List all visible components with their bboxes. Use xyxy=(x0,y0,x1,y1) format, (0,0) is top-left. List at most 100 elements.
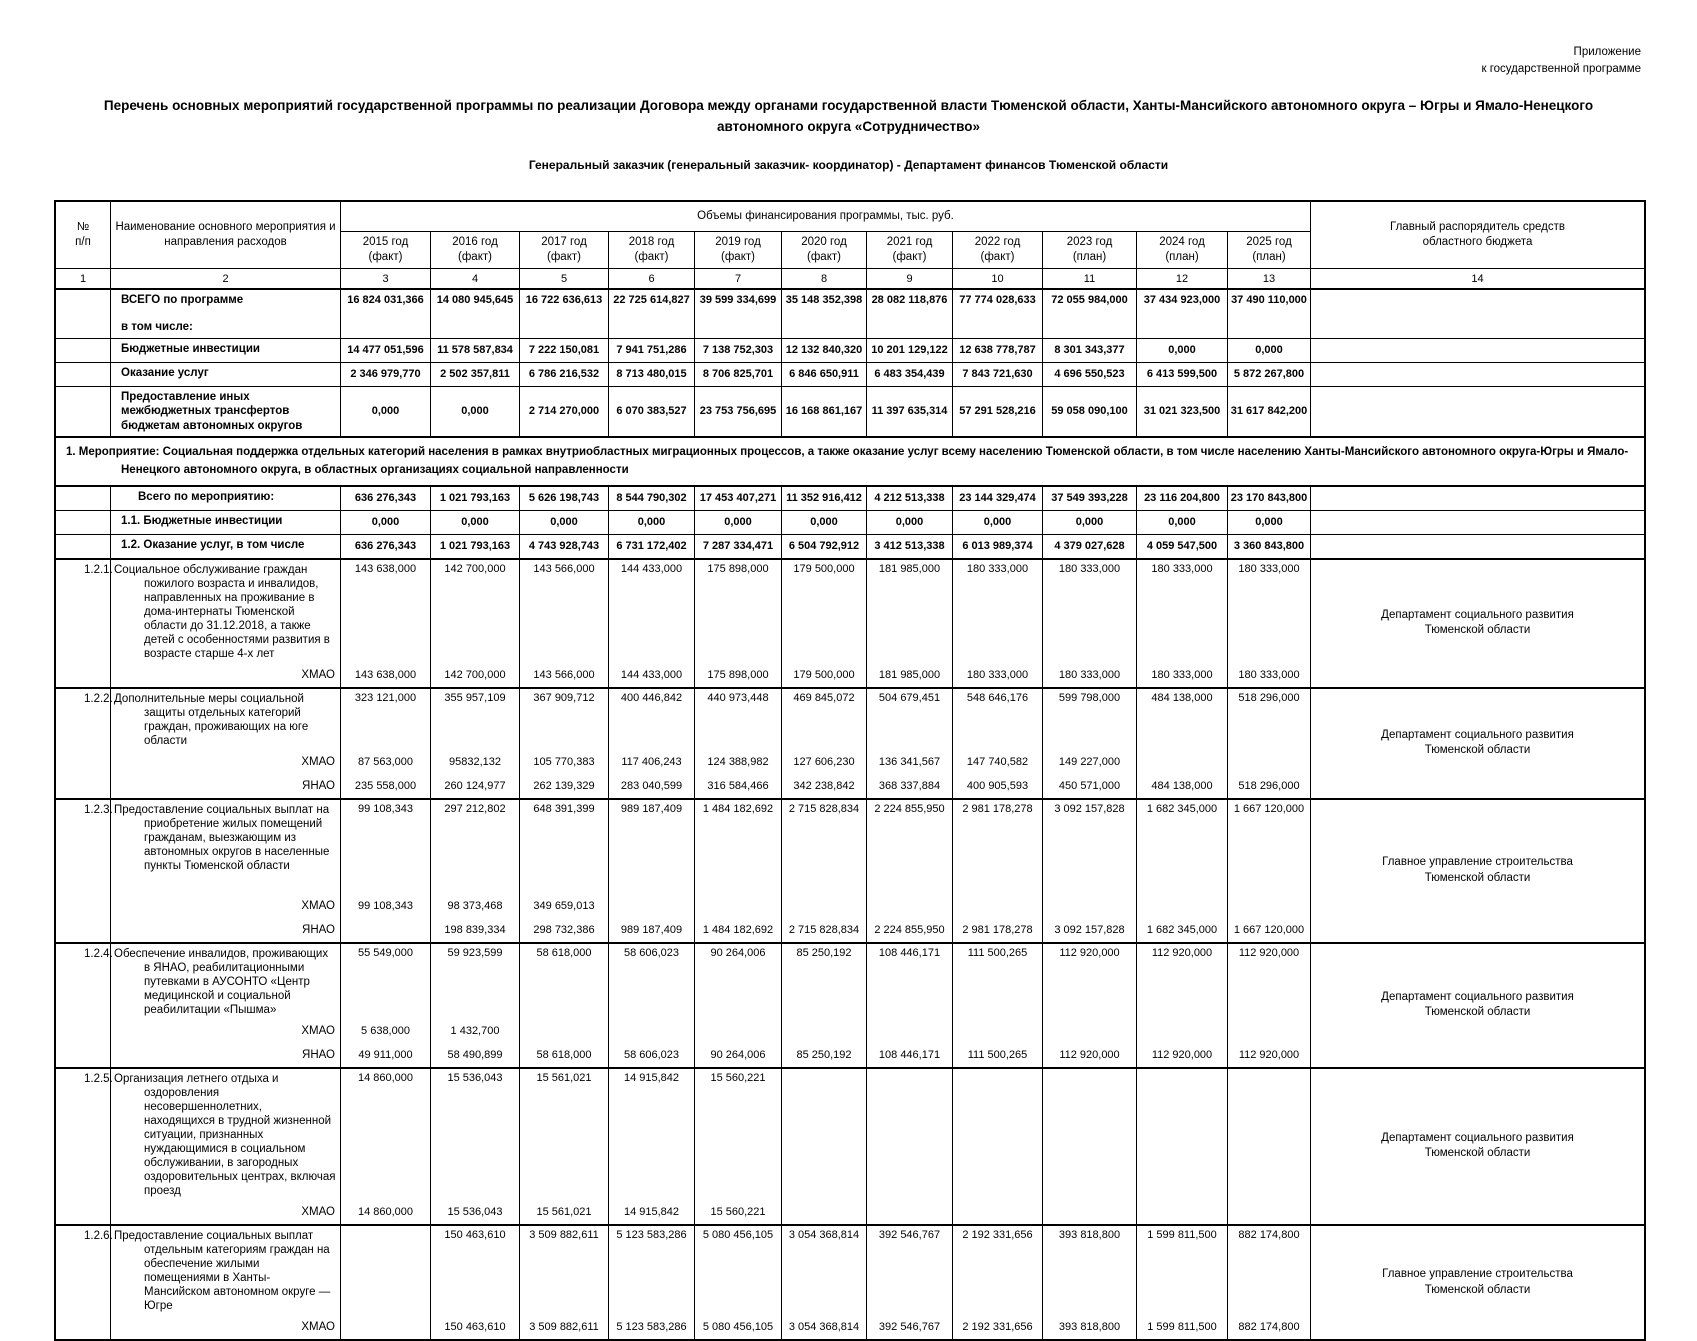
item-label-wrap: 1.2.6. Предоставление социальных выплат … xyxy=(84,1226,340,1315)
value-cell: 28 082 118,876 xyxy=(867,290,953,338)
value-main: 2 224 855,950 xyxy=(874,802,945,815)
value-cell: 175 898,000 175 898,000 xyxy=(695,559,782,687)
value-cell: 392 546,767 392 546,767 xyxy=(867,1226,953,1340)
subrow-value: 3 509 882,611 xyxy=(529,1321,599,1334)
value-main xyxy=(953,1069,1042,1086)
value-cell: 0,000 xyxy=(341,386,431,436)
row-num-cell xyxy=(56,486,111,510)
value-cell: 1 021 793,163 xyxy=(431,534,520,558)
value-main: 599 798,000 xyxy=(1058,691,1121,704)
value-cell: 6 786 216,532 xyxy=(520,362,609,386)
grbs-cell xyxy=(1311,487,1644,510)
subrow-values: 5 638,000 49 911,000 xyxy=(341,1019,430,1067)
value-cell: 6 413 599,500 xyxy=(1137,362,1228,386)
subrow-values: 180 333,000 xyxy=(953,663,1042,687)
header-cell-grbs: Главный распорядитель средств областного… xyxy=(1311,202,1644,269)
row-label-cell: 1.2.4. Обеспечение инвалидов, проживающи… xyxy=(84,943,341,1067)
item-label-wrap: 1.2.2. Дополнительные меры социальной за… xyxy=(84,689,340,750)
subrow-value: 368 337,884 xyxy=(878,779,941,792)
subrow-value: 15 561,021 xyxy=(536,1206,592,1219)
grbs-cell: Департамент социального развития Тюменск… xyxy=(1381,728,1574,757)
value-cell: 37 549 393,228 xyxy=(1043,486,1137,510)
subrow-value xyxy=(520,1019,608,1043)
subrow-value xyxy=(953,1200,1042,1224)
subrow-values: 150 463,610 xyxy=(431,1315,519,1339)
subrow-values: 111 500,265 xyxy=(953,1019,1042,1067)
header-cell-year: 2017 год (факт) xyxy=(520,232,609,269)
row-label-cell: Оказание услуг xyxy=(111,362,341,386)
corner-note: Приложение к государственной программе xyxy=(1481,46,1641,76)
value-cell: 11 578 587,834 xyxy=(431,338,520,362)
column-number: 12 xyxy=(1137,269,1228,290)
row-num-cell xyxy=(56,799,111,942)
value-cell: 518 296,000 518 296,000 xyxy=(1228,688,1311,798)
row-label: 1.2.5. Организация летнего отдыха и оздо… xyxy=(84,1072,336,1198)
value-cell: 90 264,006 90 264,006 xyxy=(695,943,782,1067)
value-main: 882 174,800 xyxy=(1238,1229,1300,1242)
subrow-values: 112 920,000 xyxy=(1228,1019,1310,1067)
subrow-value: 180 333,000 xyxy=(1238,668,1300,681)
value-cell: 7 287 334,471 xyxy=(695,534,782,558)
row-label: 1.2. Оказание услуг, в том числе xyxy=(121,538,305,551)
subrow-value: 147 740,582 xyxy=(966,755,1029,768)
value-main: 108 446,171 xyxy=(878,946,941,959)
value-cell: 504 679,451 136 341,567 368 337,884 xyxy=(867,688,953,798)
subrow-values: 1 484 182,692 xyxy=(695,894,781,942)
subrow-value: 150 463,610 xyxy=(444,1321,506,1334)
subrow-value xyxy=(1137,750,1227,774)
subrow-value xyxy=(1137,894,1227,918)
row-num-cell xyxy=(56,338,111,362)
subrow-value xyxy=(609,894,694,918)
value-cell: 4 696 550,523 xyxy=(1043,362,1137,386)
value-cell: 367 909,712 105 770,383 262 139,329 xyxy=(520,688,609,798)
subrow-value: 3 054 368,814 xyxy=(788,1321,860,1334)
value-cell xyxy=(782,1068,867,1225)
value-main: 112 920,000 xyxy=(1059,946,1120,959)
column-number: 13 xyxy=(1228,269,1311,290)
value-main: 367 909,712 xyxy=(533,691,595,704)
value-main: 99 108,343 xyxy=(357,802,414,815)
value-main: 111 500,265 xyxy=(967,946,1028,959)
value-main: 504 679,451 xyxy=(878,691,941,704)
value-cell xyxy=(1228,1068,1311,1225)
subrow-value: 87 563,000 xyxy=(357,755,414,768)
value-main: 323 121,000 xyxy=(354,691,417,704)
value-main: 180 333,000 xyxy=(1238,562,1300,575)
subrow-label: ХМАО xyxy=(301,755,335,768)
subrow-values: 1 667 120,000 xyxy=(1228,894,1310,942)
subrow-value xyxy=(341,918,430,942)
subrow-value xyxy=(782,894,866,918)
value-cell: 882 174,800 882 174,800 xyxy=(1228,1226,1311,1340)
value-main: 548 646,176 xyxy=(966,691,1029,704)
value-main: 393 818,800 xyxy=(1058,1229,1121,1242)
value-cell: 16 168 861,167 xyxy=(782,386,867,436)
value-main: 648 391,399 xyxy=(533,802,595,815)
subrow-label: ХМАО xyxy=(301,668,335,681)
row-label-cell: 1.1. Бюджетные инвестиции xyxy=(111,510,341,534)
subrow-value: 1 432,700 xyxy=(450,1024,500,1037)
value-cell: 2 981 178,278 2 981 178,278 xyxy=(953,799,1043,942)
subrow-values: 15 560,221 xyxy=(695,1200,781,1224)
subrow-value: 5 638,000 xyxy=(361,1024,410,1037)
value-main: 180 333,000 xyxy=(1058,562,1121,575)
value-cell: 10 201 129,122 xyxy=(867,338,953,362)
value-main: 355 957,109 xyxy=(444,691,506,704)
subrow-values: 3 054 368,814 xyxy=(782,1315,866,1339)
value-cell: 1 599 811,500 1 599 811,500 xyxy=(1137,1226,1228,1340)
row-label: Всего по мероприятию: xyxy=(138,490,275,503)
value-cell: 2 346 979,770 xyxy=(341,362,431,386)
value-cell: 648 391,399 349 659,013 298 732,386 xyxy=(520,799,609,942)
finance-table: № п/п Наименование основного мероприятия … xyxy=(54,200,1646,1341)
subrow-value: 989 187,409 xyxy=(620,923,683,936)
grbs-cell xyxy=(1311,511,1644,534)
subrow-values xyxy=(782,1200,866,1224)
column-number: 3 xyxy=(341,269,431,290)
subrow-values: 15 561,021 xyxy=(520,1200,608,1224)
value-cell: 59 923,599 1 432,700 58 490,899 xyxy=(431,943,520,1067)
value-cell: 31 021 323,500 xyxy=(1137,386,1228,436)
value-main xyxy=(341,1226,430,1243)
value-cell: 142 700,000 142 700,000 xyxy=(431,559,520,687)
subrow-labels: ХМАО xyxy=(111,1200,340,1224)
row-label-cell: 1.2.1. Социальное обслуживание граждан п… xyxy=(84,559,341,687)
column-number: 6 xyxy=(609,269,695,290)
